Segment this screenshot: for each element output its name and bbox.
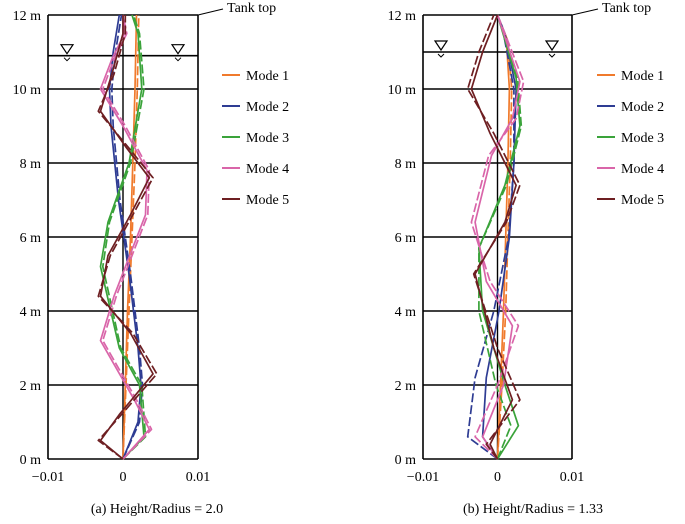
y-tick-label: 6 m bbox=[20, 231, 42, 246]
mode-5-solid-curve bbox=[99, 15, 154, 460]
panel-title: (a) Height/Radius = 2.0 bbox=[91, 502, 223, 517]
legend-label-mode-4: Mode 4 bbox=[621, 162, 664, 177]
mode-5-dashed-curve bbox=[466, 14, 521, 460]
panel-b: 0 m 2 m 4 m 6 m 8 m 10 m 12 m −0.01 0 0.01 Tank to… bbox=[388, 1, 665, 517]
x-tick-label: −0.01 bbox=[32, 470, 64, 485]
panel-a: 0 m 2 m 4 m 6 m 8 m 10 m 12 m −0.01 0 0.01 Tank to… bbox=[13, 1, 290, 517]
panel-title: (b) Height/Radius = 1.33 bbox=[463, 502, 603, 517]
x-tick-label: 0.01 bbox=[560, 470, 585, 485]
y-tick-label: 4 m bbox=[395, 305, 417, 320]
mode-4-dashed-curve bbox=[470, 14, 525, 460]
y-tick-label: 0 m bbox=[395, 453, 417, 468]
mode-2-dashed-curve bbox=[466, 14, 515, 460]
mode-3-dashed-curve bbox=[101, 14, 147, 460]
water-level-tick bbox=[548, 53, 556, 58]
water-level-tick bbox=[63, 57, 71, 62]
water-level-triangle bbox=[433, 40, 449, 52]
y-tick-label: 10 m bbox=[13, 83, 42, 98]
y-tick-label: 8 m bbox=[20, 157, 42, 172]
water-level-tick bbox=[174, 57, 182, 62]
mode-4-dashed-curve bbox=[101, 14, 153, 460]
x-tick-label: 0.01 bbox=[186, 470, 211, 485]
legend-label-mode-3: Mode 3 bbox=[246, 131, 289, 146]
legend-label-mode-2: Mode 2 bbox=[621, 100, 664, 115]
mode-5-dashed-curve bbox=[97, 15, 158, 460]
mode-5-solid-curve bbox=[470, 14, 517, 460]
y-tick-label: 12 m bbox=[13, 9, 42, 24]
mode-4-solid-curve bbox=[99, 14, 151, 460]
water-level-triangle bbox=[544, 40, 560, 52]
y-tick-label: 4 m bbox=[20, 305, 42, 320]
legend-label-mode-5: Mode 5 bbox=[246, 193, 289, 208]
y-tick-label: 2 m bbox=[20, 379, 42, 394]
y-tick-label: 6 m bbox=[395, 231, 417, 246]
legend-label-mode-3: Mode 3 bbox=[621, 131, 664, 146]
x-tick-label: −0.01 bbox=[407, 470, 439, 485]
y-tick-label: 2 m bbox=[395, 379, 417, 394]
tank-top-leader bbox=[571, 8, 599, 16]
water-level-triangle bbox=[59, 44, 75, 55]
legend-label-mode-2: Mode 2 bbox=[246, 100, 289, 115]
tank-top-label: Tank top bbox=[602, 1, 651, 16]
y-tick-label: 8 m bbox=[395, 157, 417, 172]
mode-2-solid-curve bbox=[108, 14, 142, 460]
water-level-tick bbox=[437, 53, 445, 58]
x-tick-label: 0 bbox=[120, 470, 127, 485]
y-tick-label: 12 m bbox=[388, 9, 417, 24]
mode-4-solid-curve bbox=[474, 14, 521, 460]
legend-label-mode-1: Mode 1 bbox=[621, 69, 664, 84]
legend-label-mode-1: Mode 1 bbox=[246, 69, 289, 84]
legend-label-mode-5: Mode 5 bbox=[621, 193, 664, 208]
tank-top-label: Tank top bbox=[227, 1, 276, 16]
y-tick-label: 0 m bbox=[20, 453, 42, 468]
legend-label-mode-4: Mode 4 bbox=[246, 162, 289, 177]
tank-top-leader bbox=[197, 8, 224, 16]
x-tick-label: 0 bbox=[494, 470, 501, 485]
y-tick-label: 10 m bbox=[388, 83, 417, 98]
water-level-triangle bbox=[170, 44, 186, 55]
